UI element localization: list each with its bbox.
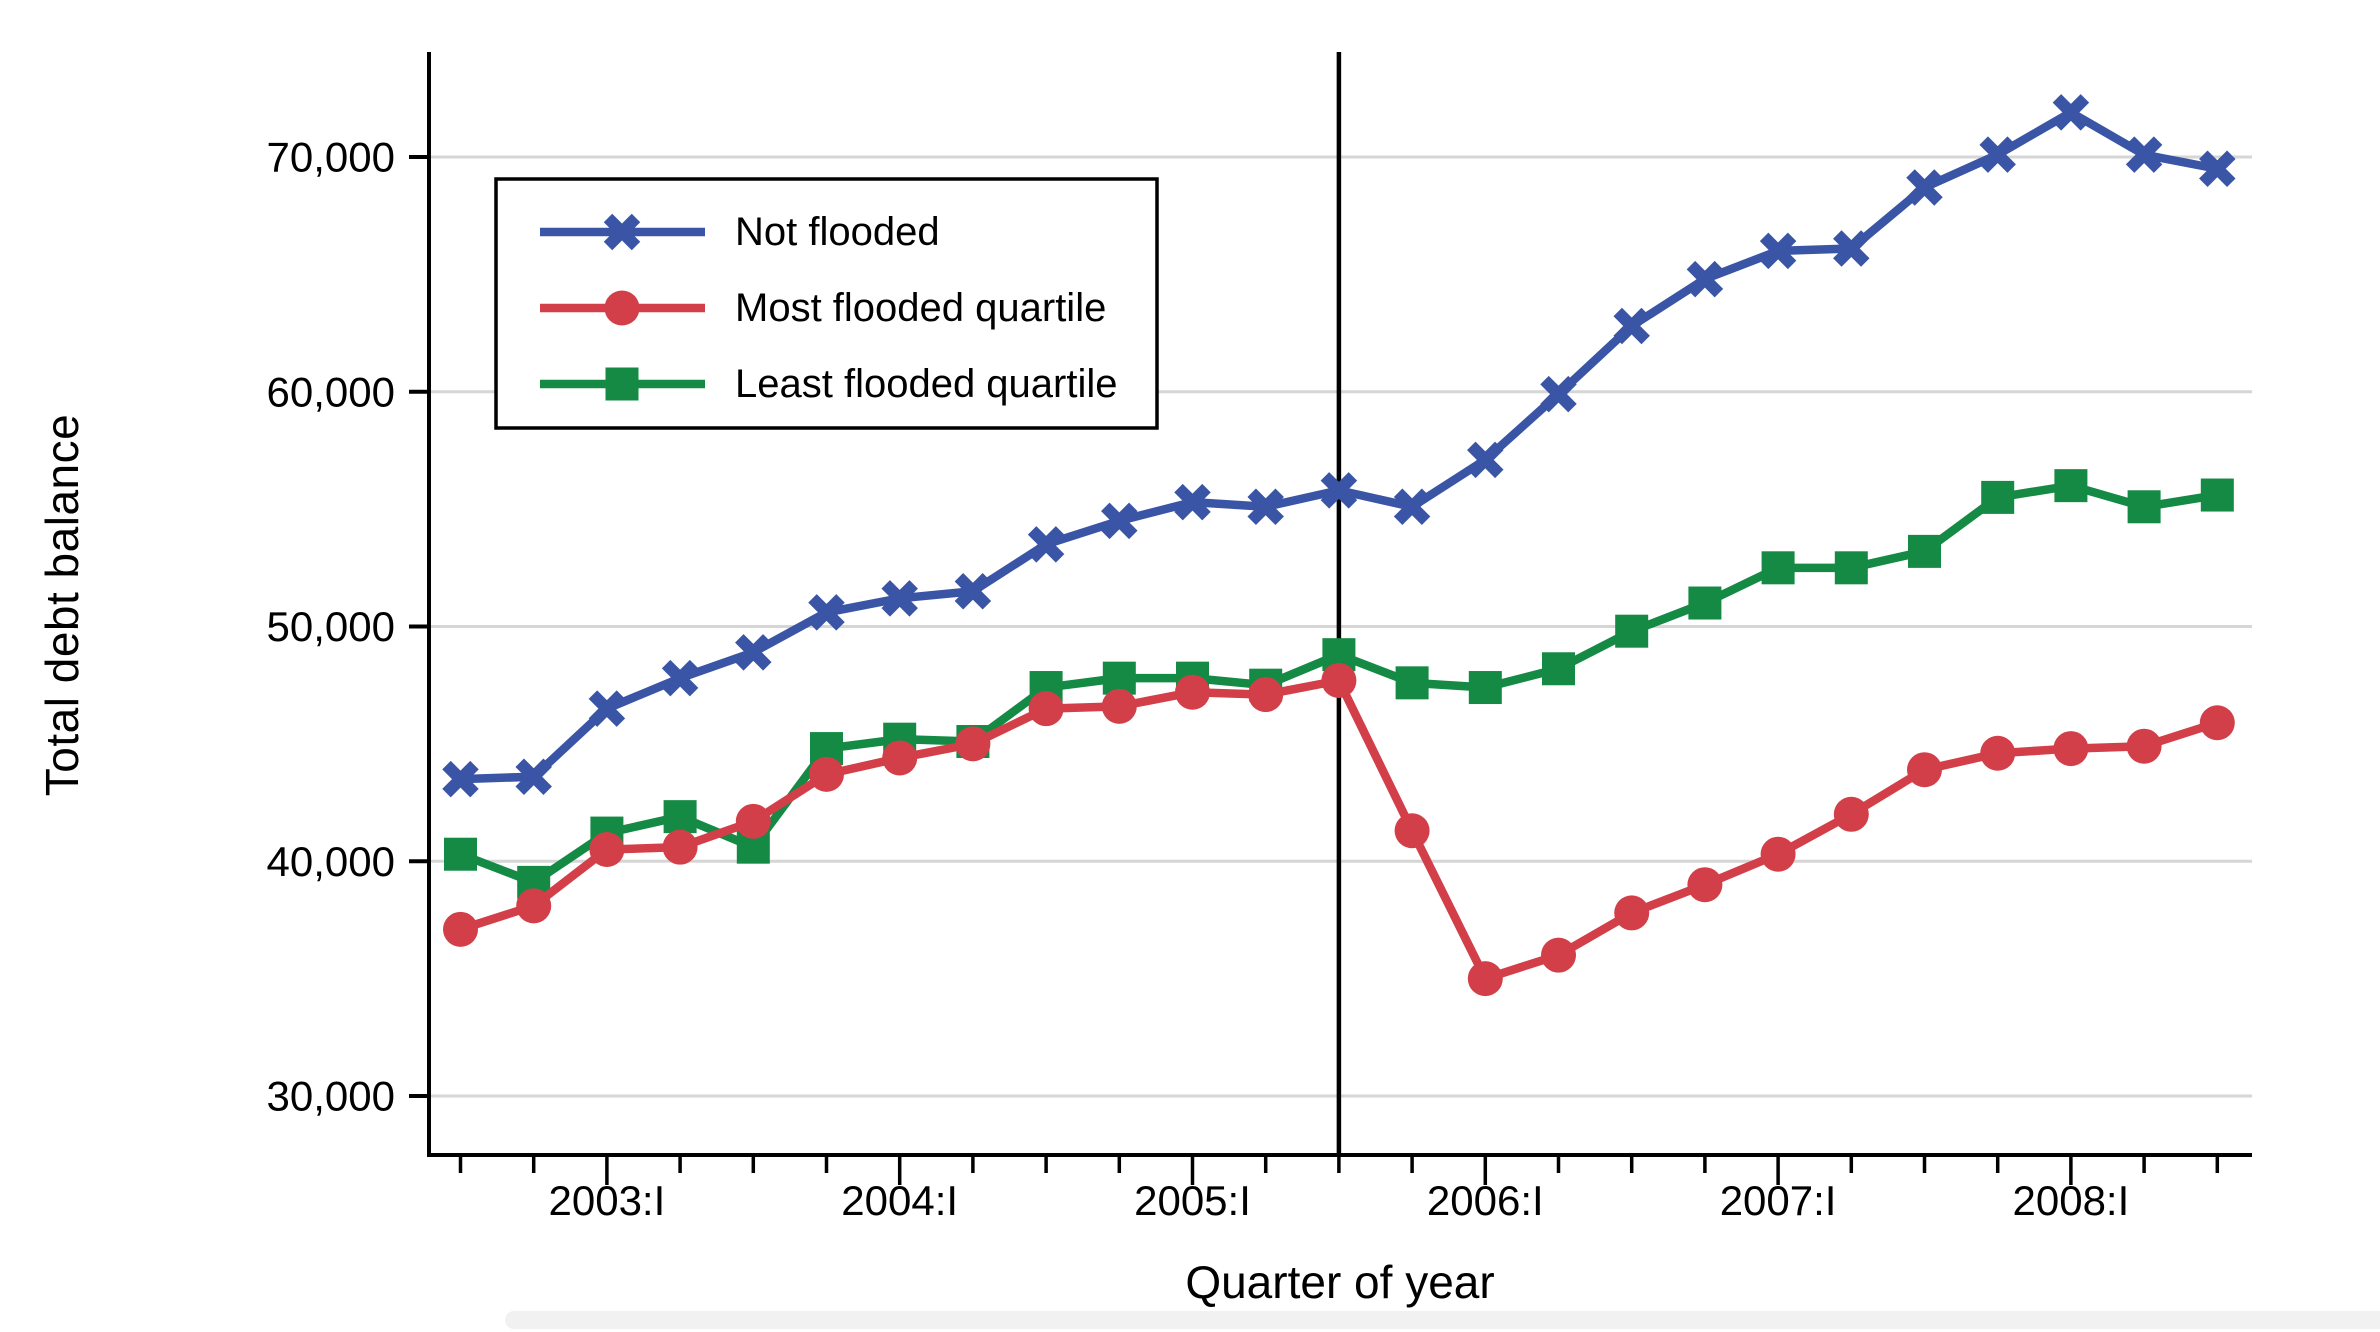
- x-tick-label: 2008:I: [2013, 1177, 2130, 1224]
- series-marker-not-flooded: [735, 634, 772, 671]
- series-marker-most-flooded-quartile: [1614, 895, 1650, 931]
- series-marker-most-flooded-quartile: [2126, 728, 2162, 764]
- series-marker-most-flooded-quartile: [1467, 961, 1503, 997]
- series-marker-most-flooded-quartile: [1101, 688, 1137, 724]
- x-tick-label: 2003:I: [549, 1177, 666, 1224]
- series-marker-most-flooded-quartile: [1833, 796, 1869, 832]
- series-marker-not-flooded: [2125, 136, 2163, 173]
- y-axis-title: Total debt balance: [36, 413, 88, 797]
- series-marker-most-flooded-quartile: [662, 829, 698, 865]
- y-tick-label: 30,000: [267, 1073, 395, 1120]
- x-tick-label: 2004:I: [841, 1177, 958, 1224]
- x-marker-icon: [603, 213, 641, 251]
- y-tick-label: 60,000: [267, 368, 395, 415]
- series-marker-most-flooded-quartile: [1541, 937, 1576, 973]
- legend-label: Not flooded: [735, 210, 940, 254]
- series-marker-least-flooded-quartile: [1908, 534, 1941, 568]
- series-marker-not-flooded: [1467, 441, 1504, 479]
- series-marker-most-flooded-quartile: [1760, 836, 1796, 872]
- series-marker-least-flooded-quartile: [2054, 469, 2088, 503]
- series-marker-least-flooded-quartile: [1834, 551, 1868, 585]
- series-marker-not-flooded: [1686, 260, 1724, 298]
- legend-label: Least flooded quartile: [735, 362, 1118, 406]
- series-marker-least-flooded-quartile: [1468, 671, 1502, 705]
- x-tick-label: 2005:I: [1134, 1177, 1251, 1224]
- axis-spines: [427, 52, 2252, 1157]
- series-marker-most-flooded-quartile: [443, 911, 478, 947]
- series-marker-not-flooded: [808, 594, 845, 631]
- series-marker-not-flooded: [881, 580, 918, 617]
- series-marker-not-flooded: [1101, 502, 1138, 540]
- square-marker-icon: [605, 367, 639, 401]
- series-marker-most-flooded-quartile: [1028, 691, 1064, 727]
- series-marker-most-flooded-quartile: [1248, 677, 1284, 713]
- series-marker-least-flooded-quartile: [2200, 478, 2234, 512]
- series-marker-not-flooded: [1613, 307, 1650, 345]
- series-marker-not-flooded: [442, 760, 479, 798]
- legend-label: Most flooded quartile: [735, 286, 1106, 330]
- series-marker-not-flooded: [515, 758, 552, 795]
- window-edge-artifact: [505, 1311, 2380, 1329]
- circle-marker-icon: [604, 290, 640, 326]
- series-marker-not-flooded: [1833, 230, 1870, 267]
- series-marker-not-flooded: [1759, 232, 1797, 270]
- series-marker-least-flooded-quartile: [1615, 614, 1649, 648]
- y-tick-label: 50,000: [267, 603, 395, 650]
- series-marker-not-flooded: [954, 573, 992, 610]
- series-marker-least-flooded-quartile: [663, 800, 697, 834]
- series-marker-most-flooded-quartile: [516, 888, 552, 924]
- series-marker-not-flooded: [1906, 169, 1943, 206]
- series-marker-least-flooded-quartile: [2127, 490, 2161, 524]
- series-marker-most-flooded-quartile: [589, 832, 625, 868]
- series-marker-most-flooded-quartile: [1321, 662, 1357, 698]
- series-marker-least-flooded-quartile: [1688, 586, 1722, 620]
- series-marker-most-flooded-quartile: [882, 740, 918, 776]
- series-marker-least-flooded-quartile: [1761, 551, 1795, 585]
- series-marker-not-flooded: [1174, 483, 1211, 521]
- series-marker-not-flooded: [1027, 526, 1065, 563]
- series-marker-least-flooded-quartile: [444, 837, 477, 871]
- series-marker-not-flooded: [1247, 488, 1284, 526]
- series-marker-most-flooded-quartile: [2053, 731, 2089, 767]
- series-marker-most-flooded-quartile: [1907, 752, 1942, 788]
- x-tick-label: 2007:I: [1720, 1177, 1837, 1224]
- series-marker-most-flooded-quartile: [955, 726, 991, 762]
- x-axis-title: Quarter of year: [1185, 1256, 1495, 1308]
- series-marker-least-flooded-quartile: [1542, 652, 1575, 686]
- series-marker-most-flooded-quartile: [1687, 867, 1723, 903]
- series-marker-not-flooded: [1979, 136, 2016, 173]
- series-marker-not-flooded: [588, 690, 626, 727]
- series-marker-not-flooded: [2199, 150, 2236, 187]
- series-marker-least-flooded-quartile: [1981, 480, 2015, 514]
- series-marker-not-flooded: [1393, 488, 1431, 526]
- series-marker-most-flooded-quartile: [1175, 674, 1210, 710]
- series-marker-most-flooded-quartile: [1980, 735, 2016, 771]
- series-marker-most-flooded-quartile: [1394, 813, 1430, 849]
- series-marker-most-flooded-quartile: [809, 756, 844, 792]
- x-tick-label: 2006:I: [1427, 1177, 1544, 1224]
- y-tick-label: 40,000: [267, 838, 395, 885]
- series-marker-not-flooded: [1320, 472, 1358, 509]
- series-marker-not-flooded: [661, 659, 699, 697]
- series-marker-most-flooded-quartile: [735, 803, 771, 839]
- series-marker-most-flooded-quartile: [2199, 705, 2235, 741]
- series-marker-not-flooded: [2052, 94, 2090, 131]
- series-marker-least-flooded-quartile: [1395, 666, 1429, 700]
- y-tick-label: 70,000: [267, 134, 395, 181]
- series-marker-not-flooded: [1540, 375, 1577, 413]
